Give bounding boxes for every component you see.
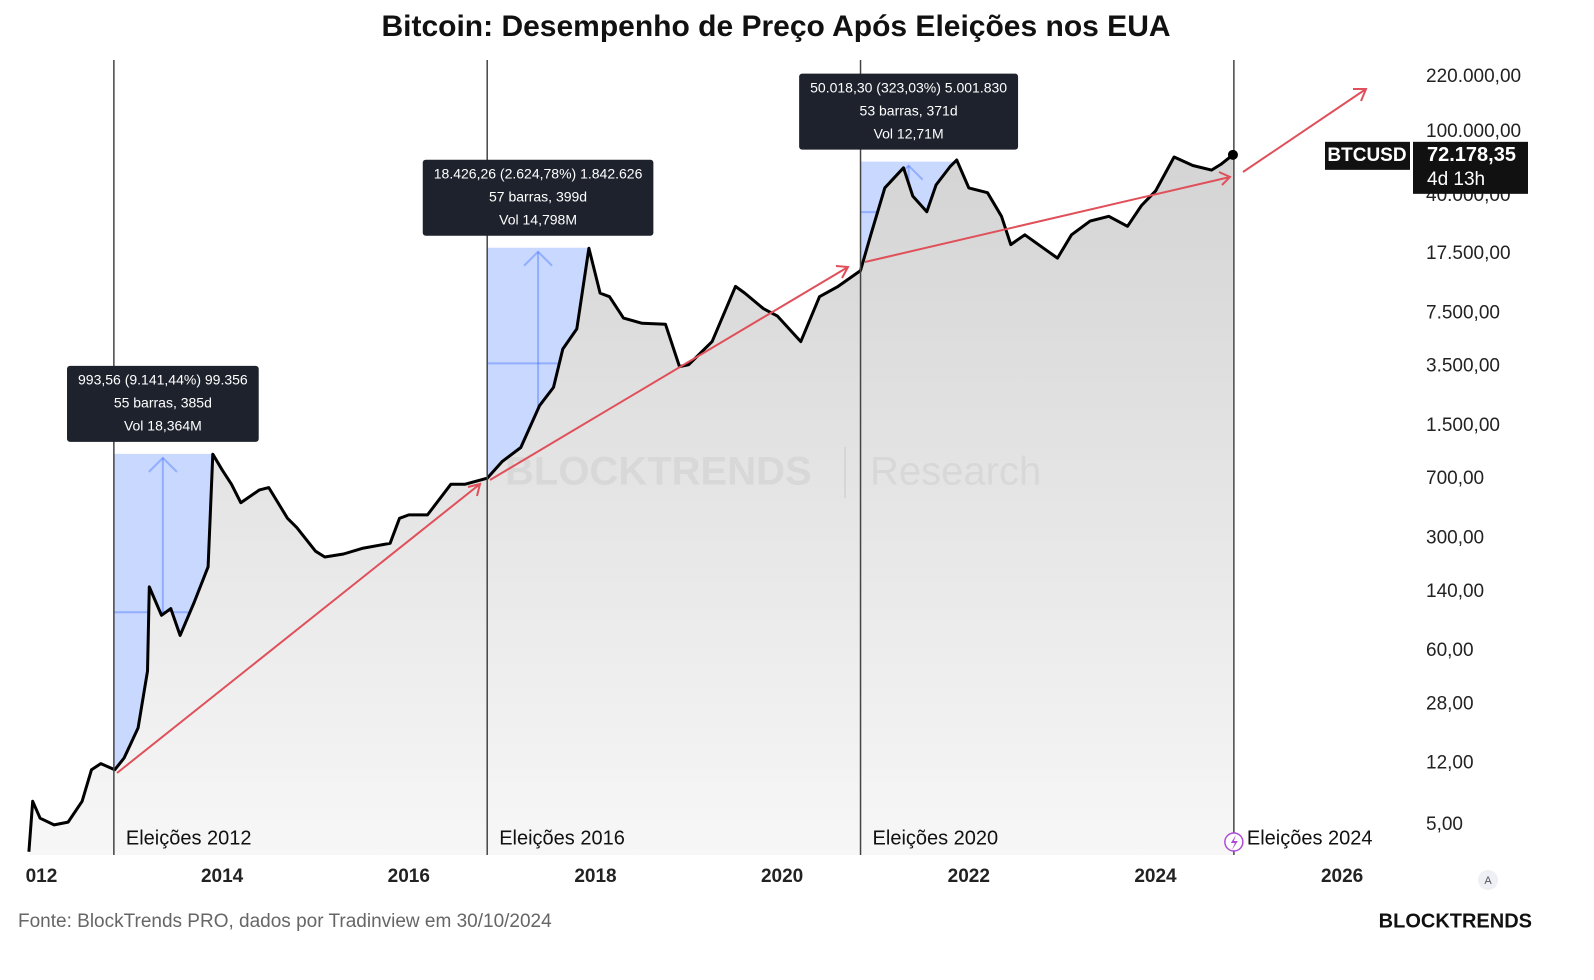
chart-title: Bitcoin: Desempenho de Preço Após Eleiçõ… xyxy=(381,10,1170,43)
tooltip-line: 993,56 (9.141,44%) 99.356 xyxy=(78,372,248,388)
election-label: Eleições 2012 xyxy=(126,827,252,849)
tooltip-line: Vol 18,364M xyxy=(124,418,202,434)
tooltip-box xyxy=(799,73,1019,150)
y-tick-label: 5,00 xyxy=(1426,814,1463,835)
x-tick-label: 2026 xyxy=(1321,866,1363,887)
price-line xyxy=(27,153,1234,852)
tooltip-line: 55 barras, 385d xyxy=(114,395,212,411)
measure-tooltip: 50.018,30 (323,03%) 5.001.830 53 barras, … xyxy=(799,73,1019,150)
scale-button[interactable]: A xyxy=(1484,875,1492,887)
tooltip-line: 18.426,26 (2.624,78%) 1.842.626 xyxy=(434,165,643,181)
mid-layer xyxy=(27,60,1235,855)
y-tick-label: 140,00 xyxy=(1426,581,1484,602)
election-label: Eleições 2020 xyxy=(873,827,999,849)
price-area xyxy=(28,154,1233,856)
y-tick-label: 300,00 xyxy=(1426,527,1484,548)
y-tick-label: 12,00 xyxy=(1426,753,1474,774)
y-tick-label: 28,00 xyxy=(1426,693,1474,714)
price-box xyxy=(1413,141,1528,194)
tooltip-line: 50.018,30 (323,03%) 5.001.830 xyxy=(810,79,1007,95)
measure-arrow-head xyxy=(523,250,553,267)
y-tick-label: 3.500,00 xyxy=(1426,356,1500,377)
x-tick-label: 2016 xyxy=(388,866,430,887)
y-tick-label: 60,00 xyxy=(1426,640,1474,661)
event-icon-bolt xyxy=(1230,835,1238,850)
arrow-head xyxy=(835,265,850,279)
y-tick-label: 700,00 xyxy=(1426,468,1484,489)
x-tick-label: 2022 xyxy=(948,866,990,887)
trend-arrow xyxy=(116,483,481,774)
tooltip-box xyxy=(67,365,259,442)
trend-arrow xyxy=(864,176,1231,263)
trend-arrows xyxy=(116,88,1368,774)
tooltip-line: 57 barras, 399d xyxy=(489,188,587,204)
symbol-box xyxy=(1325,141,1410,170)
x-tick-label: 2020 xyxy=(761,866,803,887)
y-tick-label: 1.500,00 xyxy=(1426,415,1500,436)
source-note: Fonte: BlockTrends PRO, dados por Tradin… xyxy=(18,911,552,932)
arrow-head xyxy=(1218,171,1232,186)
y-tick-label: 220.000,00 xyxy=(1426,66,1521,87)
watermark-research: Research xyxy=(870,450,1041,494)
tooltip-line: Vol 14,798M xyxy=(499,211,577,227)
brand-logo: BLOCKTRENDS xyxy=(1379,910,1532,932)
measure-tooltip: 18.426,26 (2.624,78%) 1.842.626 57 barras… xyxy=(422,159,654,236)
arrow-head xyxy=(1353,88,1368,102)
price-label: 72.178,35 xyxy=(1427,144,1516,166)
x-tick-label: 2024 xyxy=(1134,866,1177,887)
y-tick-label: 100.000,00 xyxy=(1426,121,1521,142)
watermark: BLOCKTRENDS Research xyxy=(505,447,1041,498)
tooltip-line: 53 barras, 371d xyxy=(860,102,958,118)
arrow-head xyxy=(467,482,482,497)
tooltip-box xyxy=(422,159,654,236)
measure-tooltip: 993,56 (9.141,44%) 99.356 55 barras, 385d… xyxy=(67,365,259,442)
x-tick-label: 012 xyxy=(26,866,58,887)
measure-arrow-head xyxy=(148,456,178,473)
trend-arrow xyxy=(489,266,849,481)
y-tick-label: 17.500,00 xyxy=(1426,243,1511,264)
x-tick-label: 2018 xyxy=(574,866,616,887)
trend-arrow xyxy=(1242,88,1367,173)
election-label: Eleições 2024 xyxy=(1247,827,1373,849)
y-tick-label: 7.500,00 xyxy=(1426,302,1500,323)
election-label: Eleições 2016 xyxy=(499,827,625,849)
last-point xyxy=(1227,149,1238,160)
scale-button-bg[interactable] xyxy=(1478,870,1498,890)
front-layer: 993,56 (9.141,44%) 99.356 55 barras, 385d… xyxy=(67,73,1528,852)
countdown-label: 4d 13h xyxy=(1427,169,1485,190)
x-tick-label: 2014 xyxy=(201,866,244,887)
symbol-label: BTCUSD xyxy=(1327,145,1406,166)
watermark-brand: BLOCKTRENDS xyxy=(505,450,812,494)
tooltip-line: Vol 12,71M xyxy=(874,125,944,141)
back-layer: 5,00 12,00 28,00 60,00 140,00 300,00 700,00 1.5… xyxy=(26,66,1521,887)
